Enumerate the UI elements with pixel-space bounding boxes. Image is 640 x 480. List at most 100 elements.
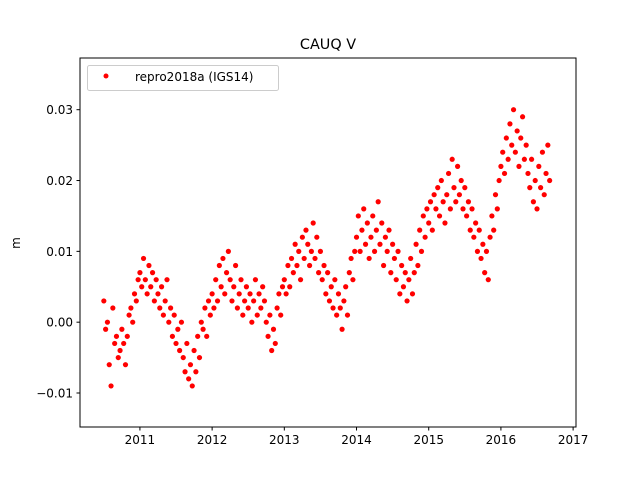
data-point <box>272 340 278 347</box>
data-point <box>148 284 154 290</box>
data-point <box>371 248 378 254</box>
data-point <box>521 156 527 162</box>
data-point <box>402 270 408 276</box>
data-point <box>245 305 251 311</box>
data-point <box>122 362 129 368</box>
data-points <box>101 107 553 389</box>
data-point <box>238 277 244 283</box>
data-point <box>306 262 313 269</box>
data-point <box>411 270 417 276</box>
data-point <box>110 305 116 311</box>
data-point <box>288 255 295 262</box>
data-point <box>196 354 203 361</box>
data-point <box>323 291 329 297</box>
data-point <box>539 149 546 155</box>
data-point <box>254 312 260 318</box>
data-point <box>355 213 361 219</box>
data-point <box>536 163 542 169</box>
data-point <box>480 241 486 247</box>
data-point <box>149 270 156 276</box>
data-point <box>328 284 334 290</box>
data-point <box>447 206 453 212</box>
data-point <box>462 185 468 191</box>
data-point <box>115 354 121 361</box>
data-point <box>391 255 398 262</box>
data-point <box>505 156 511 162</box>
data-point <box>489 213 495 219</box>
data-point <box>420 213 426 219</box>
data-point <box>193 369 199 375</box>
data-point <box>377 241 383 247</box>
data-point <box>337 305 343 311</box>
data-point <box>310 220 316 226</box>
data-point <box>279 284 286 290</box>
data-point <box>469 206 475 212</box>
data-point <box>543 170 549 177</box>
data-point <box>451 185 457 191</box>
data-point <box>501 170 508 177</box>
data-point <box>523 142 529 148</box>
data-point <box>220 255 226 262</box>
data-point <box>397 291 403 297</box>
data-point <box>251 298 257 304</box>
data-point <box>290 270 296 276</box>
data-point <box>173 340 179 347</box>
data-point <box>231 284 237 290</box>
data-point <box>191 347 197 354</box>
y-tick-label: −0.01 <box>36 387 73 401</box>
data-point <box>294 262 300 269</box>
data-point <box>187 362 194 368</box>
data-point <box>247 291 253 297</box>
data-point <box>214 298 221 304</box>
data-point <box>388 270 394 276</box>
data-point <box>164 277 170 283</box>
chart-title: CAUQ V <box>300 37 356 53</box>
data-point <box>252 277 259 283</box>
legend-marker <box>103 73 109 79</box>
data-point <box>370 213 376 219</box>
data-point <box>229 298 235 304</box>
data-point <box>216 262 222 269</box>
data-point <box>368 234 374 240</box>
data-point <box>126 312 132 318</box>
data-point <box>530 199 537 205</box>
data-point <box>160 312 166 318</box>
data-point <box>135 277 141 283</box>
data-point <box>516 163 522 169</box>
data-point <box>545 142 551 148</box>
data-point <box>312 255 318 262</box>
data-point <box>227 277 233 283</box>
data-point <box>409 291 416 297</box>
data-point <box>527 185 533 191</box>
data-point <box>121 340 127 347</box>
data-point <box>395 248 401 254</box>
data-point <box>283 291 289 297</box>
data-point <box>503 135 509 141</box>
data-point <box>474 248 481 254</box>
data-point <box>153 277 159 283</box>
data-point <box>438 177 444 184</box>
data-point <box>375 199 381 205</box>
data-point <box>301 255 307 262</box>
data-point <box>380 262 387 269</box>
x-tick-label: 2012 <box>197 433 228 447</box>
data-point <box>155 291 161 297</box>
data-point <box>498 163 504 169</box>
data-point <box>400 284 407 290</box>
data-point <box>353 234 360 240</box>
data-point <box>139 284 145 290</box>
data-point <box>256 291 262 297</box>
data-point <box>140 255 147 262</box>
data-point <box>144 291 150 297</box>
data-point <box>270 326 277 332</box>
data-point <box>494 206 500 212</box>
data-point <box>130 319 136 325</box>
data-point <box>510 107 517 113</box>
data-point <box>491 227 497 233</box>
x-tick-label: 2013 <box>269 433 300 447</box>
data-point <box>390 241 396 247</box>
data-point <box>482 270 488 276</box>
data-point <box>379 220 385 226</box>
data-point <box>261 298 268 304</box>
